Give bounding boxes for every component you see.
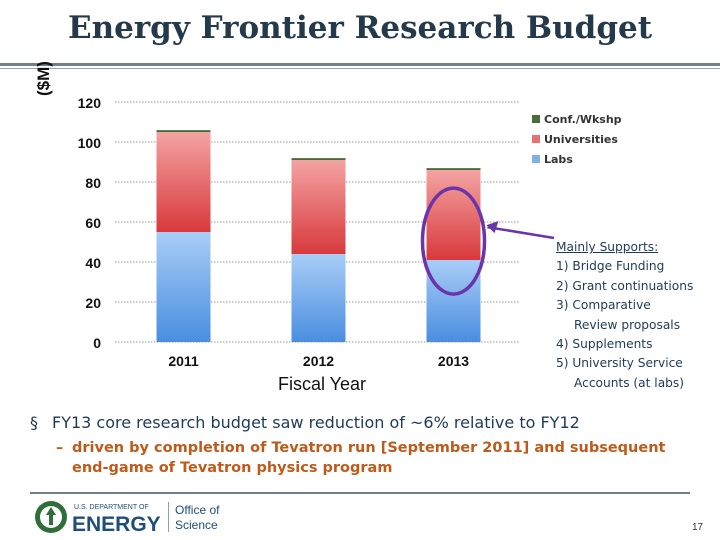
bar-conf-wkshp	[291, 158, 346, 160]
bullet-main-text: FY13 core research budget saw reduction …	[52, 413, 580, 432]
annotation-line: 3) Comparative	[556, 298, 651, 313]
x-tick-label: 2011	[168, 353, 199, 369]
highlight-ellipse	[420, 186, 487, 296]
x-tick-label: 2012	[303, 353, 334, 369]
bar-universities	[156, 132, 211, 232]
annotation-heading: Mainly Supports:	[556, 240, 659, 254]
bar-universities	[291, 160, 346, 254]
bar-conf-wkshp	[426, 168, 481, 170]
y-tick-label: 20	[85, 295, 101, 311]
title-rule-thin	[0, 68, 720, 69]
budget-chart: 0 20 40 60 80 100 120 2011 2012 2013 Conf./Wkshp U…	[78, 95, 622, 369]
y-tick-label: 100	[78, 135, 102, 151]
bullet-sub-text: driven by completion of Tevatron run [Se…	[72, 440, 666, 476]
bar-labs	[426, 260, 481, 342]
logo-office-text: Office of	[175, 503, 220, 517]
bar-labs	[156, 232, 211, 342]
logo-science-text: Science	[175, 518, 218, 532]
legend-label: Universities	[544, 133, 618, 146]
annotation-line: 4) Supplements	[556, 337, 653, 352]
highlight-arrow-line	[487, 225, 555, 240]
legend-swatch	[532, 155, 540, 163]
x-tick-label: 2013	[438, 353, 469, 369]
legend-swatch	[532, 115, 540, 123]
annotation-line: 5) University Service	[556, 356, 683, 371]
bar-labs	[291, 254, 346, 342]
y-tick-label: 120	[78, 95, 102, 111]
y-tick-label: 40	[85, 255, 101, 271]
bullet-main: § FY13 core research budget saw reduction…	[30, 413, 580, 432]
annotation-line: Review proposals	[574, 317, 681, 332]
annotation-line: 1) Bridge Funding	[556, 259, 665, 274]
annotation-line: 2) Grant continuations	[556, 278, 694, 293]
page-number: 17	[692, 522, 704, 533]
sub-bullet-marker: –	[56, 440, 64, 456]
bullet-marker: §	[30, 413, 38, 432]
y-tick-label: 80	[85, 175, 101, 191]
y-tick-label: 60	[85, 215, 101, 231]
bar-conf-wkshp	[156, 130, 211, 132]
logo-dept-text: U.S. DEPARTMENT OF	[74, 504, 149, 511]
doe-logo: U.S. DEPARTMENT OF ENERGY Office of Scie…	[35, 501, 220, 536]
legend-swatch	[532, 135, 540, 143]
logo-energy-text: ENERGY	[72, 513, 161, 536]
title-rule	[0, 63, 720, 66]
highlight-arrowhead	[486, 221, 499, 234]
footer-rule	[30, 492, 690, 494]
legend-label: Conf./Wkshp	[544, 113, 622, 126]
bullet-sub: – driven by completion of Tevatron run […	[56, 438, 672, 478]
annotation-line: Accounts (at labs)	[574, 375, 685, 390]
support-annotation: Mainly Supports: 1) Bridge Funding 2) Gr…	[556, 238, 693, 393]
bar-universities	[426, 170, 481, 260]
y-axis-title: ($M)	[34, 61, 53, 96]
x-axis-title: Fiscal Year	[278, 374, 367, 394]
legend-label: Labs	[544, 153, 573, 166]
page-title: Energy Frontier Research Budget	[67, 10, 653, 46]
y-tick-label: 0	[93, 335, 101, 351]
